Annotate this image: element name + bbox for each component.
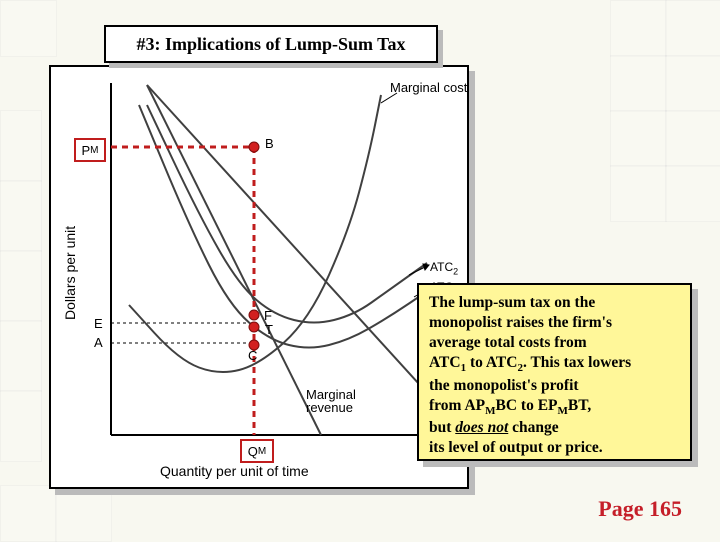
pt-T: T	[265, 322, 273, 337]
exp-l5: the monopolist's profit	[429, 377, 579, 394]
exp-l6c: BT,	[568, 397, 591, 414]
exp-l2: monopolist raises the firm's	[429, 314, 612, 331]
mc-label: Marginal cost	[390, 80, 467, 95]
exp-l7b: does not	[455, 419, 508, 436]
exp-l6b: BC to EP	[496, 397, 558, 414]
mr-label: Marginal revenue	[306, 388, 366, 414]
exp-l7c: change	[508, 419, 558, 436]
exp-l4c: . This tax lowers	[523, 354, 631, 371]
title-text: #3: Implications of Lump-Sum Tax	[136, 34, 405, 55]
pm-label-box: PM	[74, 138, 106, 162]
exp-l4b: to ATC	[466, 354, 517, 371]
pt-F: F	[264, 308, 272, 323]
pt-C: C	[248, 348, 257, 363]
pt-E: E	[94, 316, 103, 331]
explanation-box: The lump-sum tax on the monopolist raise…	[417, 283, 692, 461]
exp-l8: its level of output or price.	[429, 439, 603, 456]
exp-l1: The lump-sum tax on the	[429, 294, 595, 311]
page-number: Page 165	[598, 496, 682, 522]
atc2-label: ATC2	[430, 260, 458, 276]
pt-B: B	[265, 136, 274, 151]
diagram-svg	[49, 65, 465, 485]
exp-l7a: but	[429, 419, 455, 436]
qm-label-box: QM	[240, 439, 274, 463]
x-axis-label: Quantity per unit of time	[160, 463, 309, 479]
y-axis-label: Dollars per unit	[62, 226, 78, 320]
pt-A: A	[94, 335, 103, 350]
exp-l4a: ATC	[429, 354, 461, 371]
title-box: #3: Implications of Lump-Sum Tax	[104, 25, 438, 63]
exp-l6a: from AP	[429, 397, 485, 414]
exp-l3: average total costs from	[429, 334, 587, 351]
